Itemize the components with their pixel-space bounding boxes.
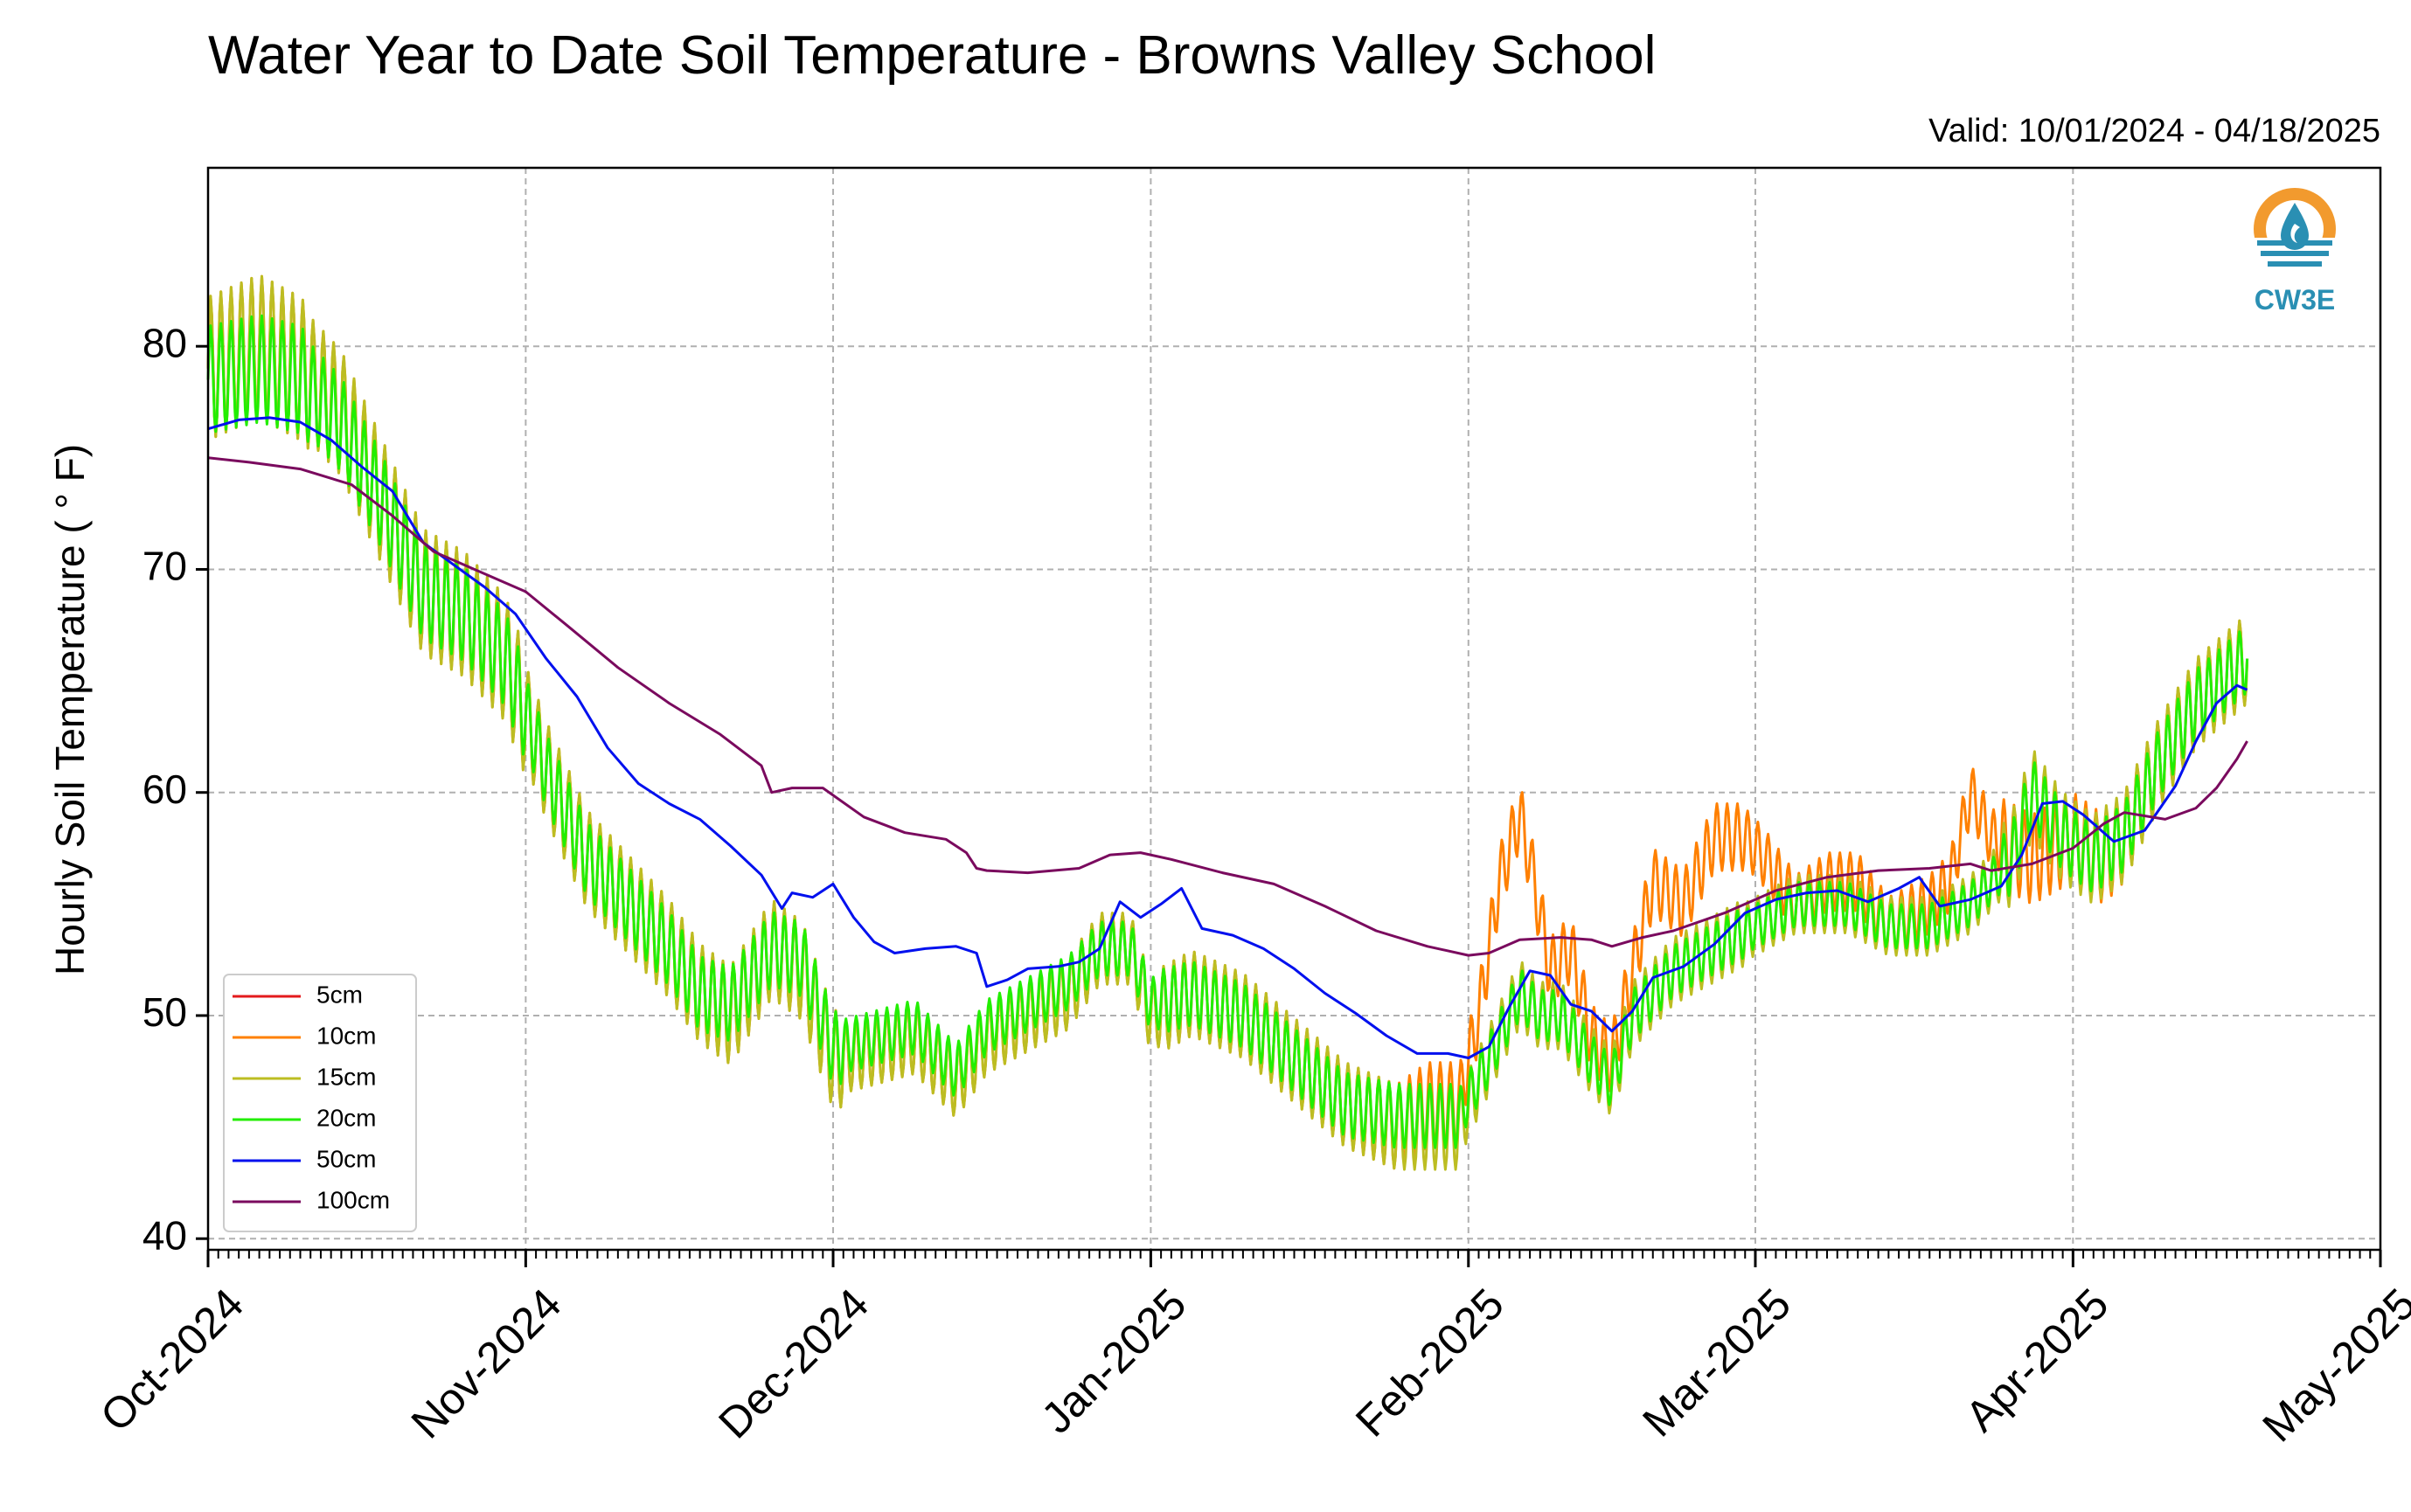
chart-title: Water Year to Date Soil Temperature - Br… — [208, 25, 1656, 86]
axes — [196, 166, 2382, 1267]
y-tick-label: 50 — [142, 989, 187, 1035]
x-tick-label: Nov-2024 — [402, 1280, 571, 1448]
legend-label-5cm: 5cm — [316, 981, 363, 1008]
series-line-100cm — [207, 456, 2248, 957]
x-tick-label: Jan-2025 — [1032, 1280, 1196, 1443]
valid-date-range: Valid: 10/01/2024 - 04/18/2025 — [1928, 113, 2380, 149]
y-tick-label: 60 — [142, 766, 187, 812]
legend-label-20cm: 20cm — [316, 1104, 376, 1131]
y-tick-label: 70 — [142, 544, 187, 589]
logo-text: CW3E — [2255, 284, 2335, 316]
y-tick-labels: 40 50 60 70 80 — [142, 320, 187, 1258]
water-drop-sun-logo-icon — [2248, 188, 2341, 276]
legend: 5cm 10cm 15cm 20cm 50cm 100cm — [223, 974, 417, 1232]
cw3e-logo: CW3E — [2248, 188, 2341, 316]
legend-label-15cm: 15cm — [316, 1063, 376, 1090]
y-tick-label: 80 — [142, 320, 187, 365]
legend-label-50cm: 50cm — [316, 1145, 376, 1172]
y-axis-label: Hourly Soil Temperature ( ° F) — [47, 444, 93, 975]
x-tick-label: Feb-2025 — [1346, 1280, 1513, 1446]
x-tick-label: Mar-2025 — [1633, 1280, 1800, 1446]
legend-label-100cm: 100cm — [316, 1186, 390, 1213]
x-tick-label: Oct-2024 — [91, 1280, 253, 1441]
x-tick-label: Apr-2025 — [1956, 1280, 2118, 1441]
y-tick-label: 40 — [142, 1212, 187, 1258]
legend-label-10cm: 10cm — [316, 1022, 376, 1049]
x-tick-label: Dec-2024 — [709, 1280, 878, 1448]
series-line-50cm — [207, 416, 2248, 1059]
x-tick-labels: Oct-2024 Nov-2024 Dec-2024 Jan-2025 Feb-2025… — [91, 1280, 2411, 1452]
series-lines — [206, 274, 2249, 1171]
series-line-20cm — [206, 314, 2249, 1149]
x-tick-label: May-2025 — [2253, 1280, 2411, 1452]
